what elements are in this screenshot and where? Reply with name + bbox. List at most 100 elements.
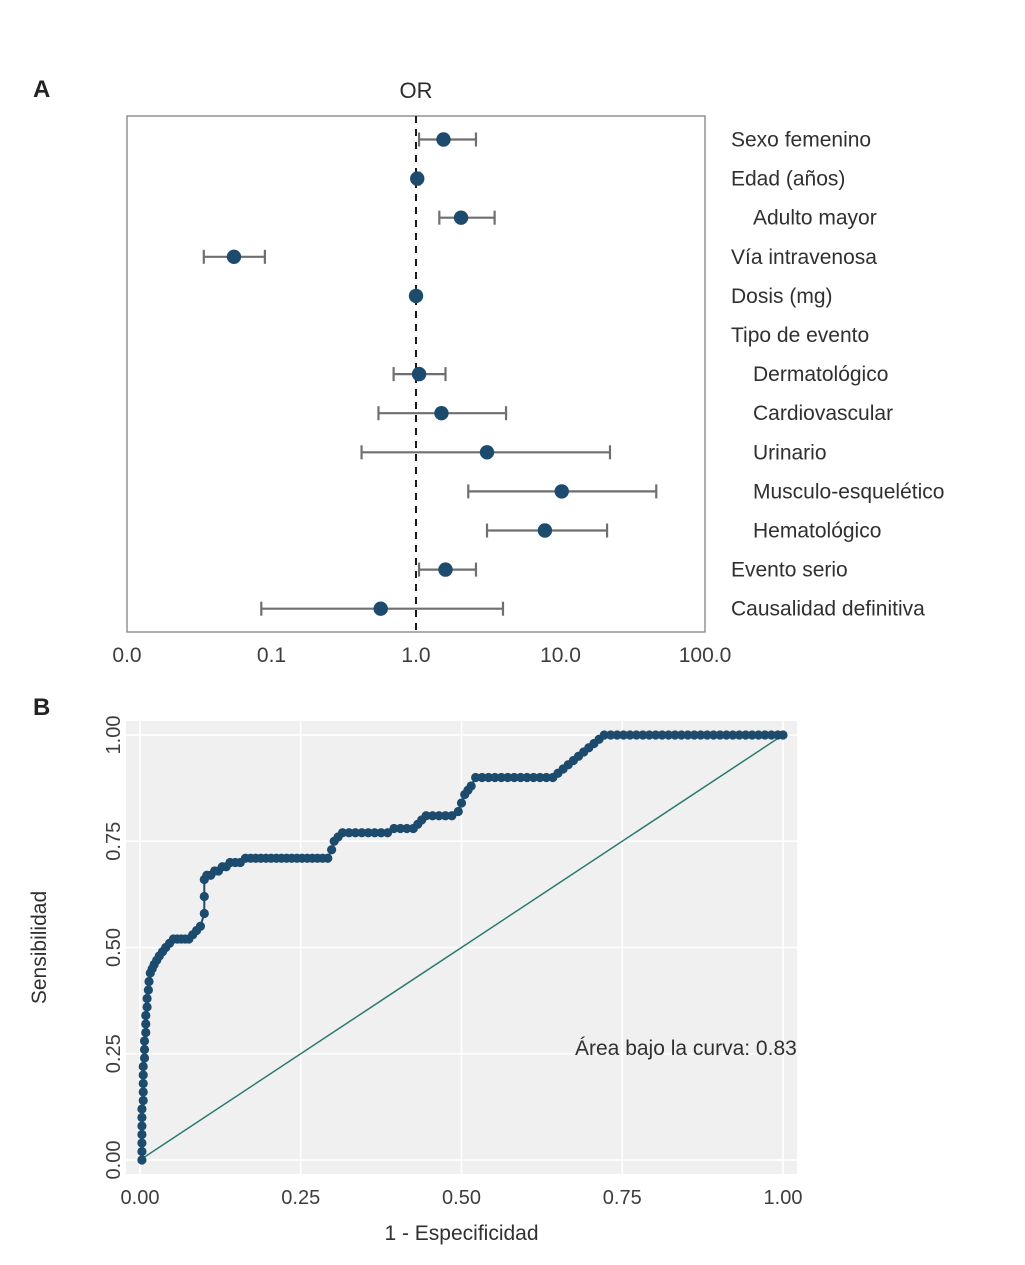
roc-point	[421, 811, 431, 821]
roc-point	[599, 730, 609, 740]
y-tick-label: 0.25	[103, 1034, 125, 1073]
x-tick-label: 0.25	[281, 1187, 320, 1209]
roc-point	[195, 921, 206, 931]
roc-point	[528, 772, 539, 783]
roc-point	[137, 1104, 147, 1114]
y-tick-label: 1.00	[103, 716, 125, 755]
roc-point	[456, 798, 467, 808]
roc-point	[466, 781, 476, 791]
forest-row-label: Vía intravenosa	[731, 246, 877, 269]
auc-annotation: Área bajo la curva: 0.83	[575, 1037, 797, 1060]
forest-row-label: Hematológico	[753, 520, 881, 543]
roc-point	[676, 730, 687, 740]
roc-point	[141, 1010, 151, 1021]
roc-point	[323, 853, 333, 863]
panel-a-letter: A	[33, 76, 51, 103]
roc-point	[670, 730, 680, 740]
roc-point	[612, 730, 622, 740]
roc-point	[199, 908, 209, 919]
roc-point	[696, 730, 706, 740]
roc-point	[142, 993, 152, 1004]
axis-title-y: Sensibilidad	[28, 891, 51, 1004]
roc-point	[657, 730, 667, 740]
forest-row-label: Urinario	[753, 441, 827, 464]
y-tick-label: 0.00	[103, 1141, 125, 1180]
roc-point	[760, 730, 770, 740]
forest-point	[410, 171, 425, 186]
x-tick-label: 0.00	[121, 1187, 160, 1209]
roc-point	[522, 772, 532, 783]
roc-point	[490, 772, 500, 783]
roc-point	[721, 730, 732, 740]
roc-point	[139, 1044, 150, 1055]
roc-point	[138, 1070, 148, 1080]
forest-point	[554, 484, 569, 499]
forest-point	[438, 562, 453, 577]
forest-point	[436, 132, 451, 147]
roc-point	[137, 1121, 147, 1131]
forest-row-label: Cardiovascular	[753, 402, 893, 425]
axis-title-x: 1 - Especificidad	[384, 1222, 538, 1245]
y-tick-label: 0.50	[103, 928, 125, 967]
roc-point	[350, 828, 361, 838]
roc-point	[395, 823, 406, 834]
roc-point	[651, 730, 661, 740]
forest-row-label: Causalidad definitiva	[731, 598, 925, 621]
x-tick-label: 1.00	[764, 1187, 803, 1209]
roc-point	[778, 730, 788, 740]
roc-point	[137, 1129, 147, 1140]
x-tick-label: 0.0	[112, 644, 141, 667]
roc-point	[434, 811, 444, 821]
x-tick-label: 10.0	[540, 644, 581, 667]
roc-point	[137, 1138, 147, 1148]
roc-point	[541, 772, 551, 783]
roc-point	[535, 772, 545, 783]
roc-point	[427, 811, 438, 821]
roc-point	[606, 730, 616, 740]
panel-b-letter: B	[33, 694, 51, 721]
diagonal-line	[139, 734, 784, 1161]
forest-row-label: Sexo femenino	[731, 129, 871, 152]
forest-row-label: Evento serio	[731, 559, 848, 582]
roc-point	[734, 730, 744, 740]
roc-point	[389, 823, 399, 834]
roc-point	[139, 1053, 150, 1063]
roc-point	[708, 730, 719, 740]
roc-point	[663, 730, 674, 740]
x-tick-label: 0.75	[603, 1187, 642, 1209]
roc-point	[440, 811, 451, 821]
roc-point	[141, 1019, 151, 1029]
forest-row-label: Dermatológico	[753, 363, 888, 386]
roc-point	[138, 1095, 148, 1106]
roc-point	[747, 730, 757, 740]
roc-point	[496, 772, 506, 783]
roc-point	[741, 730, 751, 740]
roc-point	[139, 1036, 150, 1046]
roc-point	[753, 730, 764, 740]
forest-point	[453, 210, 469, 225]
roc-point	[638, 730, 648, 740]
x-tick-label: 0.50	[442, 1187, 481, 1209]
chart-title: OR	[400, 78, 433, 103]
roc-point	[142, 1002, 152, 1012]
forest-row-label: Adulto mayor	[753, 207, 877, 230]
forest-point	[226, 249, 242, 264]
forest-row-label: Tipo de evento	[731, 324, 869, 347]
roc-point	[625, 730, 635, 740]
roc-point	[689, 730, 699, 740]
roc-point	[728, 730, 738, 740]
roc-point	[199, 891, 209, 902]
roc-point	[138, 1078, 148, 1089]
roc-point	[137, 1155, 147, 1165]
roc-point	[477, 772, 487, 783]
roc-point	[702, 730, 712, 740]
roc-point	[715, 730, 725, 740]
roc-point	[631, 730, 641, 740]
roc-point	[471, 772, 481, 783]
roc-point	[766, 730, 777, 740]
x-tick-label: 100.0	[679, 644, 732, 667]
roc-point	[453, 806, 463, 817]
roc-point	[137, 1146, 147, 1157]
roc-point	[509, 772, 519, 783]
forest-point	[434, 406, 449, 421]
